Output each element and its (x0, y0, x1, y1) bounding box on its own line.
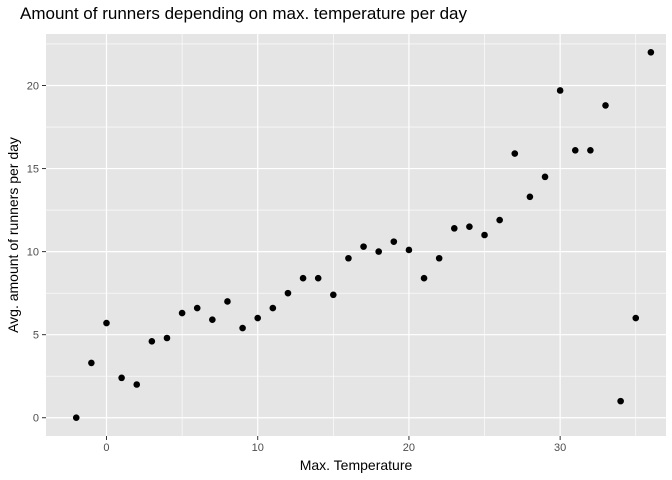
data-point (435, 254, 443, 262)
data-point (178, 309, 186, 317)
data-point (299, 274, 307, 282)
data-point (209, 316, 216, 324)
x-tick-label: 10 (252, 442, 264, 454)
data-point (269, 304, 277, 312)
chart-title: Amount of runners depending on max. temp… (20, 4, 467, 23)
data-point (632, 314, 640, 322)
y-tick-label: 10 (27, 247, 39, 259)
data-point (496, 216, 503, 224)
data-point (103, 319, 110, 327)
data-point (224, 298, 231, 305)
plot-panel (46, 34, 666, 436)
data-point (511, 150, 519, 157)
data-point (541, 173, 549, 181)
x-tick-label: 0 (103, 442, 109, 454)
data-point (647, 48, 655, 56)
x-axis-title: Max. Temperature (300, 457, 413, 473)
data-point (148, 338, 156, 345)
data-point (193, 304, 201, 312)
y-tick-label: 5 (33, 330, 39, 342)
x-tick-label: 30 (554, 442, 566, 454)
y-tick-label: 15 (27, 164, 39, 176)
data-point (360, 243, 367, 250)
data-point (602, 102, 609, 109)
axis-ticks (42, 84, 561, 440)
major-gridlines (46, 34, 666, 436)
data-point (617, 397, 624, 405)
data-point (239, 324, 246, 332)
x-axis-tick-labels: 0 10 20 30 (103, 442, 566, 454)
data-point (420, 274, 428, 282)
data-point (88, 359, 95, 367)
data-point (450, 225, 458, 232)
data-point (133, 381, 141, 388)
data-point (72, 414, 80, 422)
data-point (481, 231, 488, 239)
data-point (375, 248, 382, 255)
data-point (254, 314, 262, 322)
data-point (345, 254, 352, 262)
data-point (526, 193, 534, 201)
y-tick-label: 0 (33, 413, 39, 425)
data-point (330, 291, 337, 299)
y-tick-label: 20 (27, 80, 39, 92)
y-axis-tick-labels: 0 5 10 15 20 (27, 80, 39, 424)
y-axis-title: Avg. amount of runners per day (5, 137, 21, 333)
data-point (571, 146, 579, 154)
x-tick-label: 20 (403, 442, 415, 454)
data-point (118, 374, 125, 382)
minor-gridlines (46, 34, 666, 436)
data-point (163, 334, 171, 342)
data-point (587, 146, 594, 154)
data-point (284, 289, 292, 297)
data-point (405, 246, 413, 254)
data-points (72, 48, 655, 422)
data-point (314, 274, 322, 282)
data-point (390, 238, 398, 245)
data-point (556, 87, 564, 94)
data-point (466, 223, 473, 230)
